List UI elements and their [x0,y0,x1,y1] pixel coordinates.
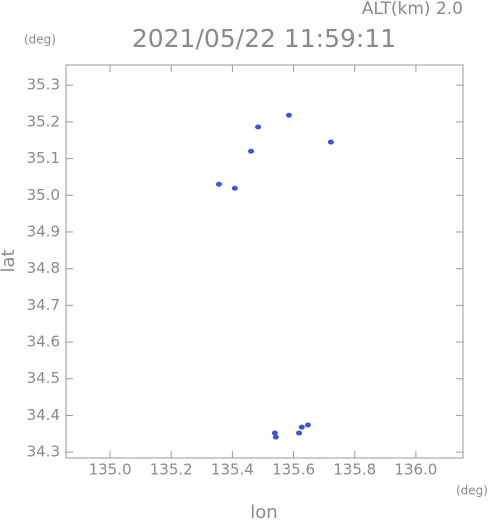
x-tick-label: 135.8 [333,461,376,479]
y-tick-label: 35.0 [27,186,60,204]
y-axis-label: lat [0,249,19,272]
y-tick-label: 34.7 [27,296,60,314]
y-unit: (deg) [24,33,56,47]
x-axis-label: lon [250,502,277,521]
plot-frame [65,64,464,459]
y-tick-label: 34.5 [27,369,60,387]
y-tick-label: 35.3 [27,76,60,94]
y-tick-label: 35.1 [27,149,60,167]
chart-title: 2021/05/22 11:59:11 [132,24,396,53]
y-tick-label: 34.9 [27,222,60,240]
data-point [215,181,222,187]
x-tick-label: 135.0 [89,461,132,479]
data-point [271,430,278,436]
data-point [304,422,311,428]
data-point [298,424,305,430]
data-point [248,148,255,154]
x-tick-label: 135.6 [272,461,315,479]
x-tick-label: 136.0 [394,461,437,479]
y-tick-label: 35.2 [27,112,60,130]
data-point [285,112,292,118]
data-point [327,139,334,145]
x-unit: (deg) [456,484,488,498]
x-tick-label: 135.4 [211,461,254,479]
y-tick-label: 34.8 [27,259,60,277]
y-tick-label: 34.6 [27,333,60,351]
data-point [272,434,279,440]
data-point [231,185,238,191]
data-point [296,430,303,436]
x-tick-label: 135.2 [150,461,193,479]
y-tick-label: 34.4 [27,406,60,424]
y-tick-label: 34.3 [27,443,60,461]
data-point [255,124,262,130]
chart-subtitle: ALT(km) 2.0 [362,0,463,19]
